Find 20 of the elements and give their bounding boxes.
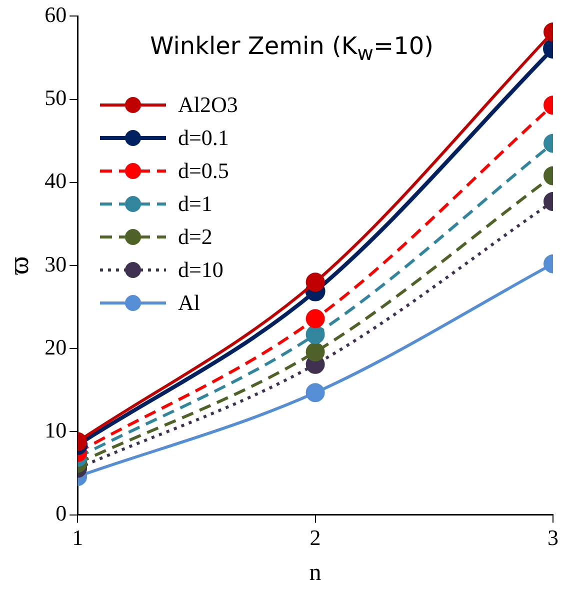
y-tick-label: 60 [44, 2, 67, 27]
legend-label: d=10 [178, 256, 224, 282]
x-tick-label: 1 [72, 524, 84, 550]
legend-label: d=0.5 [178, 158, 229, 184]
y-tick-label: 40 [44, 168, 67, 194]
legend-label: Al2O3 [178, 92, 238, 118]
legend-label: d=1 [178, 190, 212, 216]
x-tick-label: 2 [310, 524, 321, 550]
y-tick-label: 20 [44, 334, 67, 360]
legend-label: Al [178, 290, 200, 316]
y-axis-title: ϖ [4, 256, 36, 275]
text: Winkler Zemin (K$_{w}$=10) [150, 32, 434, 65]
legend-label: d=2 [178, 224, 212, 250]
x-tick-label: 3 [548, 524, 558, 550]
y-tick-label: 50 [44, 85, 67, 110]
y-tick-label: 0 [56, 500, 67, 526]
x-axis-title: n [309, 560, 322, 586]
y-tick-label: 30 [44, 251, 67, 276]
y-tick-label: 10 [44, 417, 67, 442]
legend-label: d=0.1 [178, 124, 229, 150]
